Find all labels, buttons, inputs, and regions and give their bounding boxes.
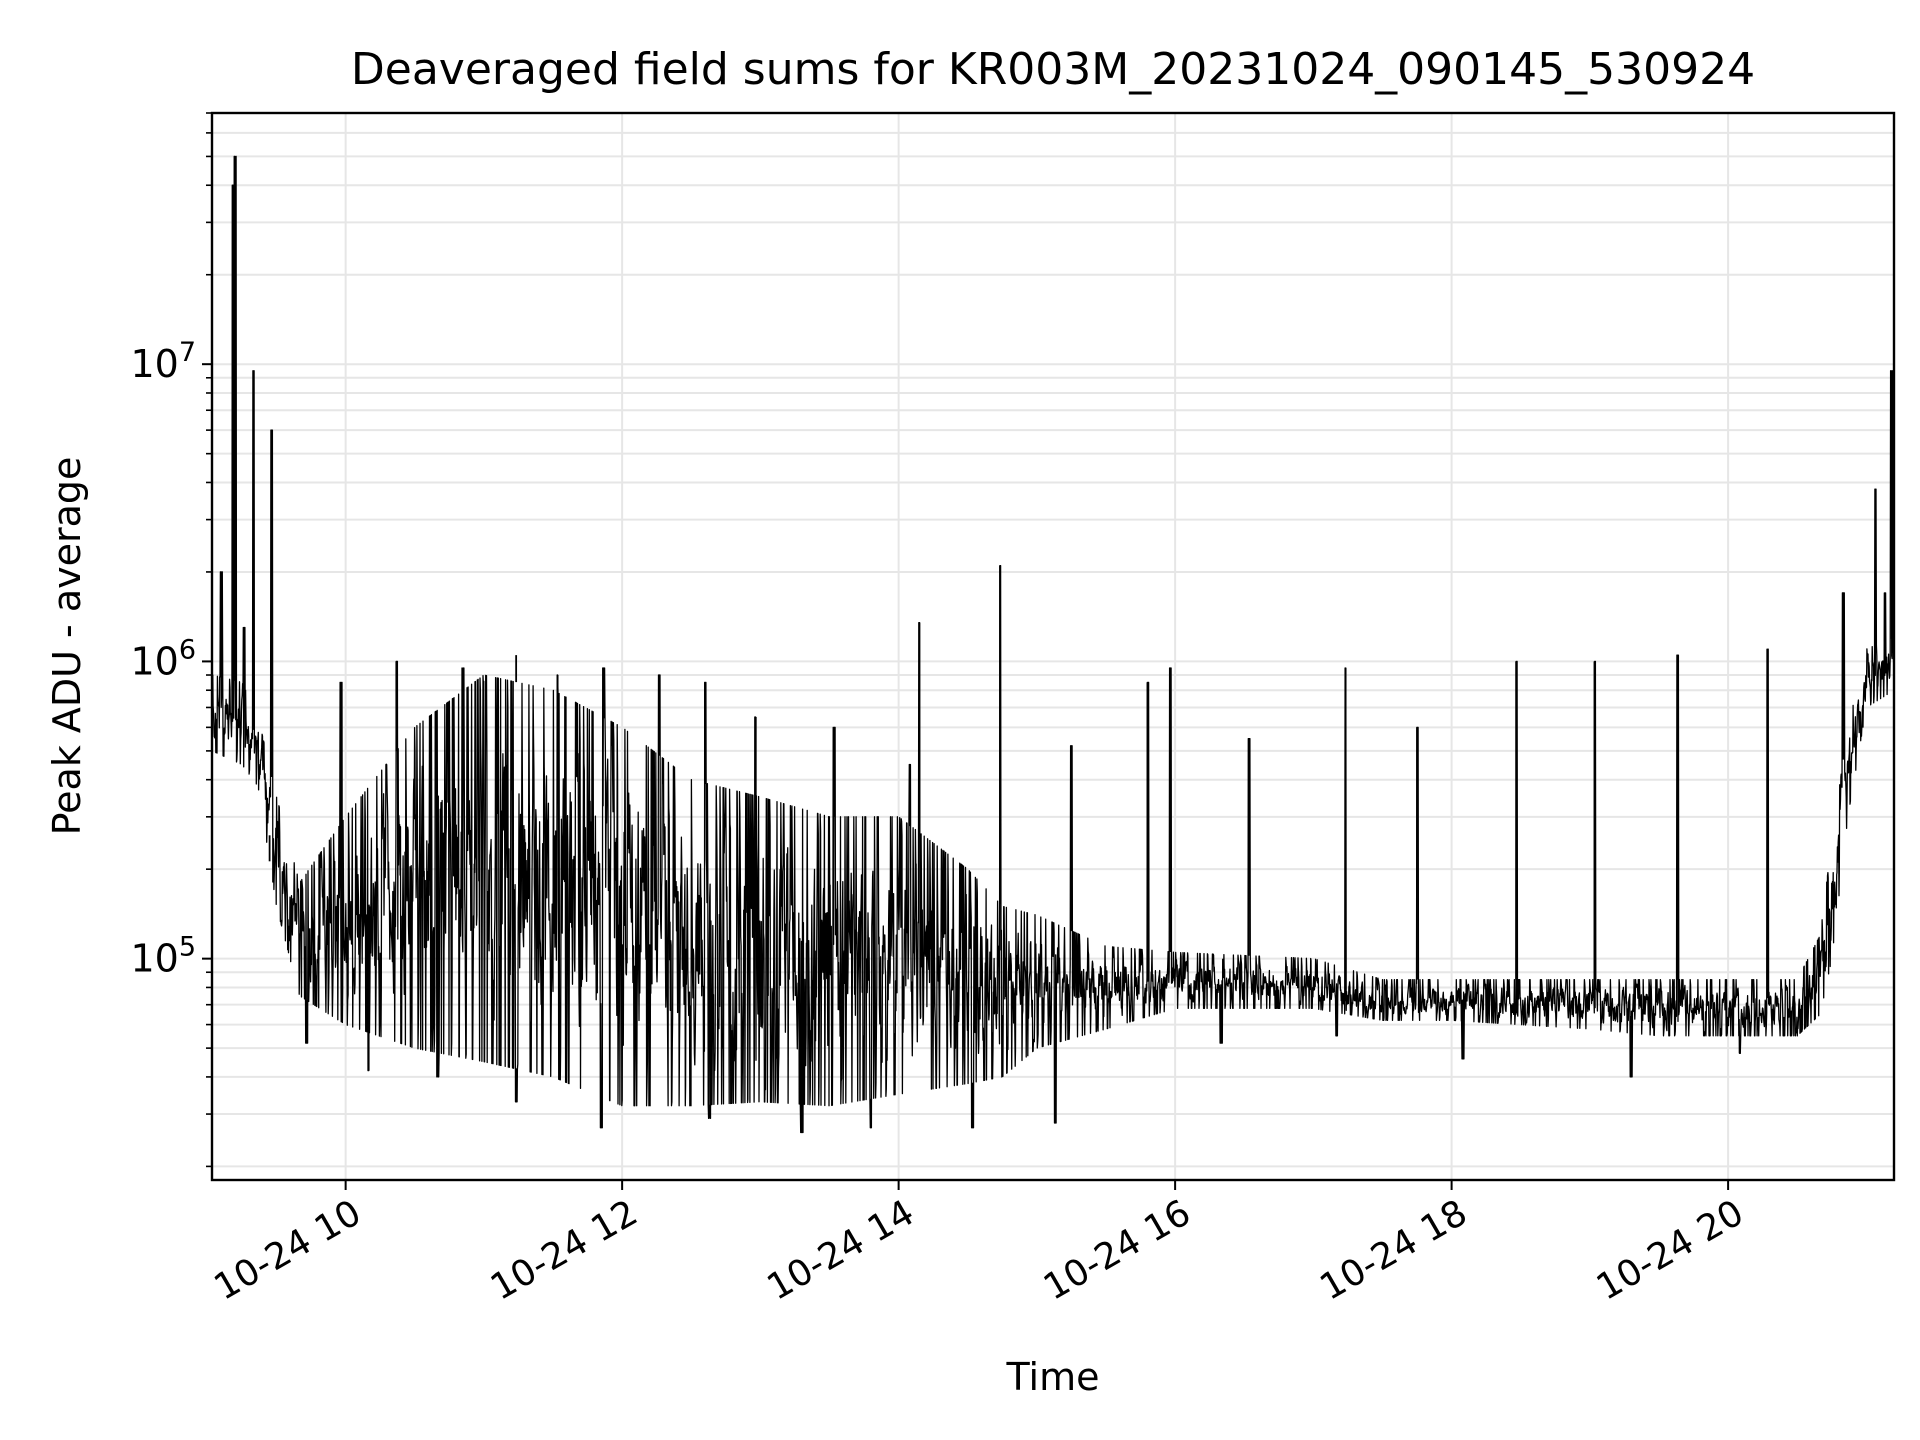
x-axis-label: Time: [1006, 1355, 1100, 1399]
y-axis-label: Peak ADU - average: [45, 457, 89, 836]
plot-frame: [210, 111, 1896, 1182]
series-layer: [211, 155, 1895, 1134]
y-tick-label: 105: [130, 932, 196, 981]
series-line: [211, 155, 1895, 1134]
y-tick-label: 106: [130, 634, 196, 683]
chart-title: Deaveraged field sums for KR003M_2023102…: [351, 44, 1755, 95]
y-tick-label: 107: [130, 337, 196, 386]
